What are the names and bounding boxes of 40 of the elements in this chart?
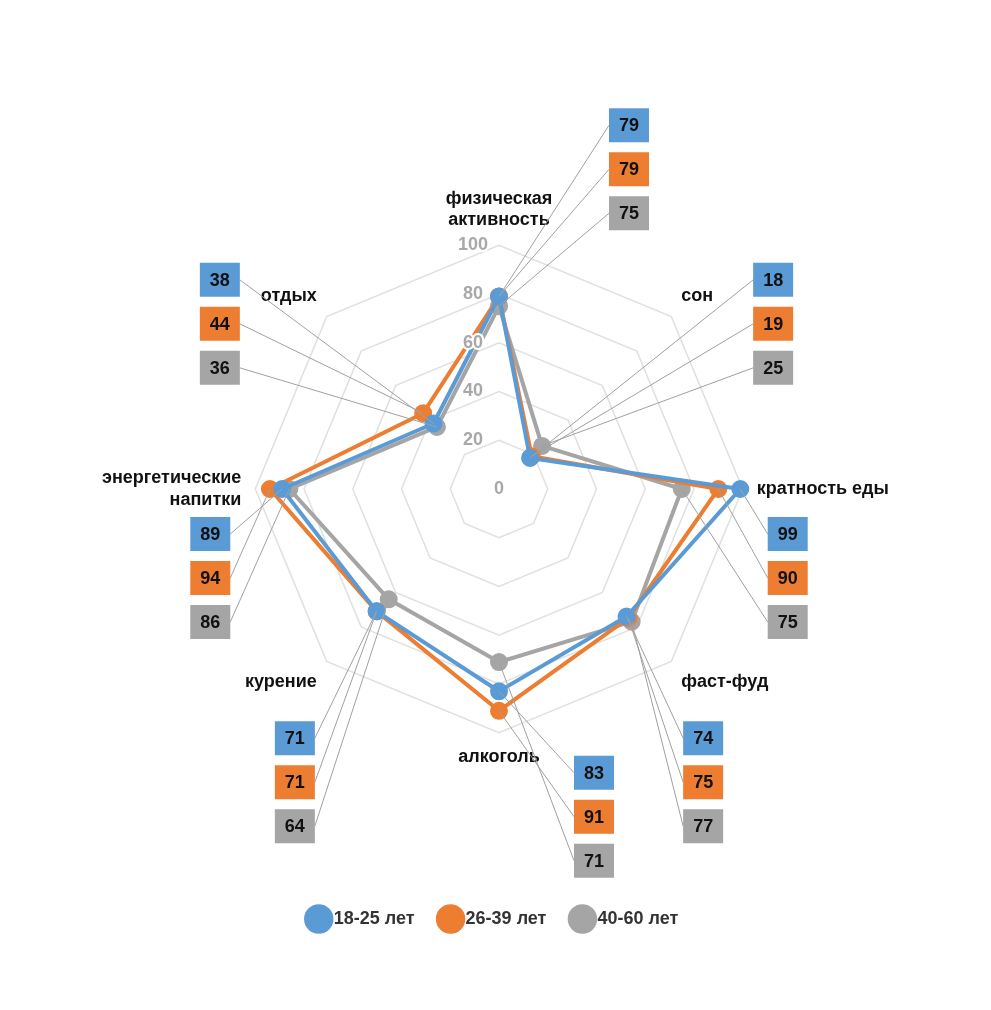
spoke-label: курение	[245, 671, 317, 691]
data-label: 83	[583, 762, 605, 783]
y-tick-label: 100	[457, 234, 489, 255]
data-label: 18	[763, 269, 784, 290]
spoke-label: энергетические напитки	[101, 467, 242, 509]
data-label: 94	[200, 567, 221, 588]
spoke-label: физическая активность	[445, 187, 553, 230]
y-tick-label: 20	[462, 429, 484, 450]
data-label: 79	[618, 159, 640, 180]
data-label: 99	[777, 523, 798, 544]
data-label: 89	[200, 523, 221, 544]
data-label: 19	[763, 313, 784, 334]
data-label: 90	[777, 567, 798, 588]
data-label: 91	[583, 806, 605, 827]
data-label: 75	[693, 772, 714, 793]
legend-label: 26-39 лет	[465, 907, 547, 928]
y-tick-label: 0	[493, 477, 505, 498]
spoke-label: алкоголь	[458, 746, 540, 767]
data-label: 38	[209, 269, 230, 290]
data-label: 74	[693, 728, 714, 749]
data-label: 75	[618, 203, 640, 224]
data-label: 44	[209, 313, 230, 334]
legend-label: 40-60 лет	[597, 907, 679, 928]
spoke-label: сон	[681, 284, 714, 305]
data-label: 36	[209, 357, 230, 378]
spoke-label: отдых	[260, 284, 317, 305]
y-tick-label: 40	[462, 380, 484, 401]
data-label: 64	[284, 816, 305, 837]
data-label: 25	[763, 357, 784, 378]
data-label: 71	[583, 850, 605, 871]
legend-label: 18-25 лет	[333, 907, 415, 928]
data-label: 71	[284, 772, 305, 793]
y-tick-label: 80	[462, 283, 484, 303]
spoke-label: фаст-фуд	[681, 671, 769, 691]
data-label: 79	[618, 115, 640, 136]
data-label: 86	[200, 611, 221, 632]
data-label: 75	[777, 611, 798, 632]
spoke-label: кратность еды	[756, 477, 889, 498]
data-label: 71	[284, 728, 305, 749]
data-label: 77	[693, 816, 714, 837]
